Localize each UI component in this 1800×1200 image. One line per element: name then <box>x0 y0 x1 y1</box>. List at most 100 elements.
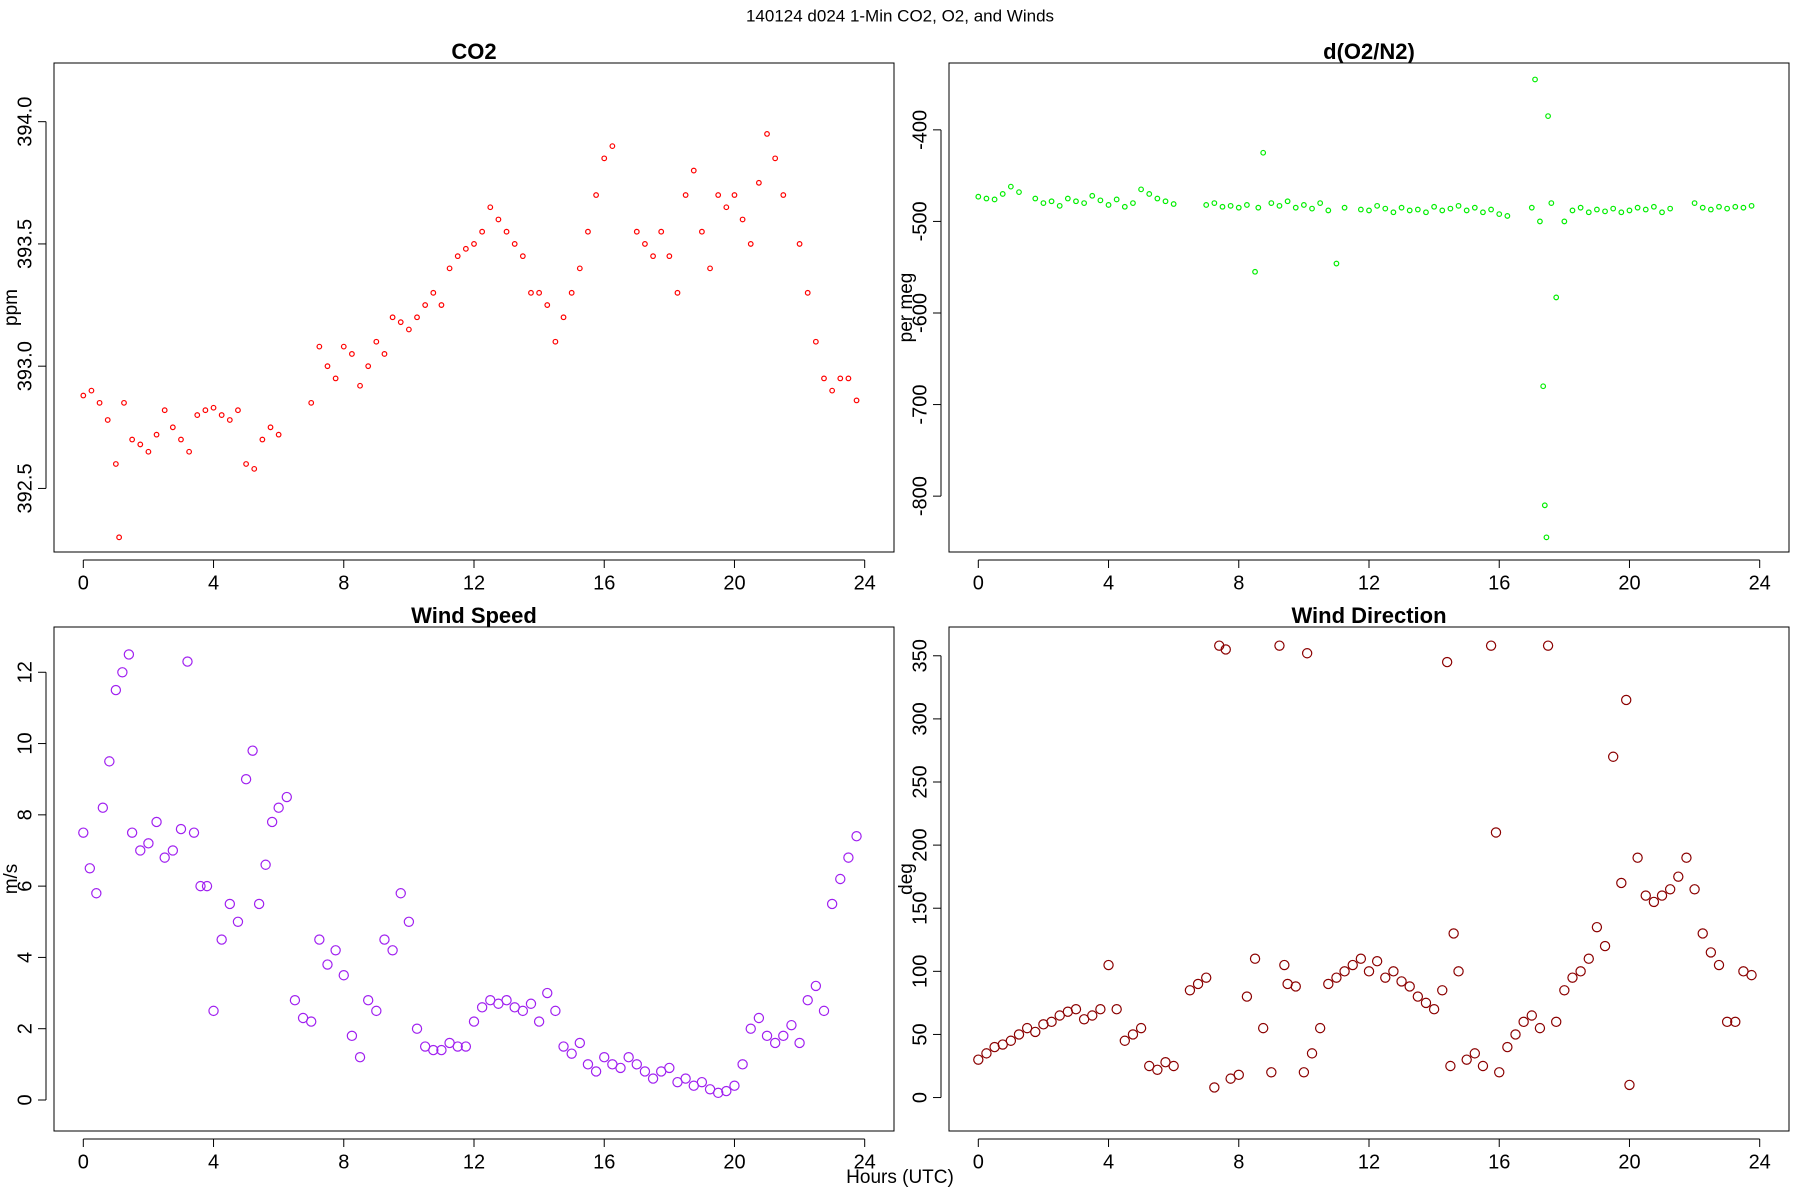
point <box>1540 383 1547 390</box>
point <box>403 916 415 927</box>
panel: d(O2/N2) per meg 0 4 8 12 16 20 24 -800 -700 -600 -5… <box>896 39 1790 594</box>
y-tick-label: -400 <box>909 110 931 150</box>
panel: CO2 ppm 0 4 8 12 16 20 24 392.5 393.0 393.5 394.0 <box>1 39 895 594</box>
point <box>1380 972 1391 983</box>
point <box>126 827 138 838</box>
point <box>585 228 591 235</box>
point <box>436 1044 447 1056</box>
point <box>1632 852 1643 863</box>
point <box>599 1052 610 1063</box>
point <box>379 934 390 945</box>
x-tick-label: 4 <box>1103 572 1114 594</box>
point <box>159 852 170 863</box>
y-tick-label: 8 <box>14 809 36 820</box>
point <box>161 407 168 414</box>
point <box>1244 202 1250 208</box>
point <box>1292 204 1299 211</box>
point <box>764 131 770 137</box>
point <box>1488 206 1494 213</box>
x-tick-label: 0 <box>973 1151 984 1173</box>
y-tick-label: -800 <box>909 476 931 516</box>
point <box>1103 959 1114 971</box>
point <box>452 1041 463 1052</box>
point <box>1087 1010 1098 1021</box>
point <box>1138 186 1144 193</box>
point <box>1681 852 1692 863</box>
point <box>1567 972 1578 983</box>
point <box>818 1005 830 1017</box>
point <box>1341 204 1348 211</box>
y-axis-label: per meg <box>896 273 917 343</box>
point <box>664 1062 675 1074</box>
point <box>371 1005 382 1017</box>
point <box>536 289 543 296</box>
point <box>1730 1016 1741 1028</box>
point <box>1528 204 1535 211</box>
point <box>1168 1060 1179 1072</box>
point <box>794 1037 805 1049</box>
point <box>674 289 681 296</box>
point <box>1471 204 1478 211</box>
point <box>1543 534 1550 541</box>
point <box>117 667 128 678</box>
point <box>121 399 127 406</box>
point <box>289 994 301 1006</box>
panel-title: d(O2/N2) <box>1323 39 1415 64</box>
point <box>1732 203 1739 210</box>
point <box>826 898 838 910</box>
point <box>1306 1048 1318 1059</box>
point <box>1490 827 1502 838</box>
point <box>1252 268 1258 275</box>
point <box>218 412 225 418</box>
point <box>381 351 388 357</box>
point <box>1220 644 1231 655</box>
point <box>1105 202 1112 208</box>
point <box>680 1073 691 1084</box>
point <box>260 859 271 870</box>
point <box>365 363 372 370</box>
point <box>1626 207 1633 214</box>
point <box>812 338 819 345</box>
point <box>999 191 1006 197</box>
point <box>468 1016 480 1027</box>
point <box>642 241 648 247</box>
point <box>737 1059 748 1070</box>
point <box>1599 940 1611 952</box>
point <box>1073 198 1079 205</box>
point <box>1697 928 1708 939</box>
point <box>202 407 209 414</box>
x-tick-label: 20 <box>1618 1151 1640 1173</box>
point <box>1740 204 1747 211</box>
point <box>104 756 115 767</box>
point <box>601 155 608 162</box>
point <box>650 253 656 260</box>
point <box>373 338 380 345</box>
point <box>1667 205 1674 212</box>
point <box>84 863 96 874</box>
point <box>422 302 429 308</box>
point <box>1707 206 1714 213</box>
point <box>226 417 233 423</box>
point <box>1371 956 1383 967</box>
point <box>1363 966 1375 977</box>
point <box>843 852 854 863</box>
point <box>1300 202 1307 208</box>
point <box>1290 981 1301 992</box>
x-tick-label: 4 <box>208 572 219 594</box>
x-tick-label: 20 <box>723 1151 745 1173</box>
point <box>582 1059 594 1070</box>
point <box>1585 209 1592 216</box>
point <box>235 407 241 414</box>
x-tick-label: 0 <box>973 572 984 594</box>
point <box>511 241 518 247</box>
y-tick-label: 150 <box>909 892 931 925</box>
point <box>1553 294 1560 301</box>
point <box>91 888 102 899</box>
y-axis-label: ppm <box>1 289 22 326</box>
point <box>731 192 738 198</box>
point <box>1323 978 1334 990</box>
point <box>1551 1016 1562 1028</box>
point <box>1314 1022 1326 1034</box>
point <box>699 228 705 235</box>
x-tick-label: 24 <box>1749 572 1771 594</box>
